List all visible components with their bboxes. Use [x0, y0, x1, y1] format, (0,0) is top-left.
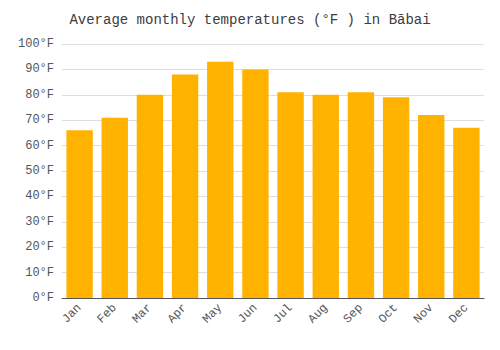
svg-text:Aug: Aug	[306, 301, 331, 326]
svg-text:Jun: Jun	[235, 301, 260, 326]
svg-text:Dec: Dec	[446, 301, 471, 326]
svg-text:90°F: 90°F	[25, 62, 54, 76]
svg-text:80°F: 80°F	[25, 88, 54, 102]
svg-text:70°F: 70°F	[25, 113, 54, 127]
svg-text:Apr: Apr	[165, 301, 190, 326]
svg-text:Average monthly temperatures (: Average monthly temperatures (°F ) in Bā…	[69, 12, 430, 28]
svg-text:Nov: Nov	[411, 301, 436, 326]
svg-text:Sep: Sep	[341, 301, 366, 326]
svg-text:Jul: Jul	[270, 301, 295, 326]
svg-text:60°F: 60°F	[25, 139, 54, 153]
svg-text:May: May	[200, 301, 225, 326]
svg-text:Jan: Jan	[59, 301, 84, 326]
svg-text:100°F: 100°F	[18, 37, 54, 51]
svg-text:0°F: 0°F	[32, 291, 54, 305]
svg-text:50°F: 50°F	[25, 164, 54, 178]
svg-text:30°F: 30°F	[25, 215, 54, 229]
svg-text:40°F: 40°F	[25, 189, 54, 203]
svg-text:Mar: Mar	[130, 301, 155, 326]
svg-text:Feb: Feb	[95, 301, 120, 326]
svg-text:Oct: Oct	[376, 301, 401, 326]
svg-text:10°F: 10°F	[25, 266, 54, 280]
svg-text:20°F: 20°F	[25, 240, 54, 254]
